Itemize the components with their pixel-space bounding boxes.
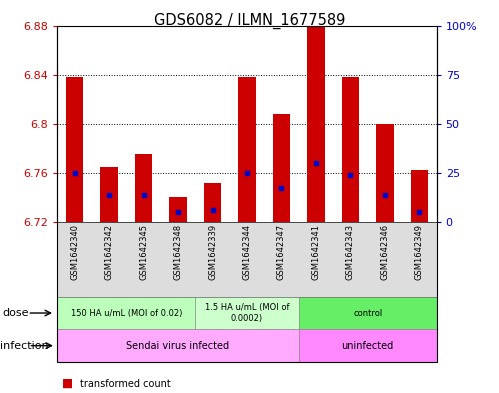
Bar bbox=[239, 77, 255, 222]
Text: GSM1642341: GSM1642341 bbox=[311, 224, 320, 280]
Bar bbox=[170, 198, 187, 222]
Text: GSM1642343: GSM1642343 bbox=[346, 224, 355, 280]
Text: Sendai virus infected: Sendai virus infected bbox=[126, 341, 230, 351]
Text: ■: ■ bbox=[62, 377, 73, 390]
Text: uninfected: uninfected bbox=[341, 341, 394, 351]
Text: dose: dose bbox=[2, 308, 29, 318]
Text: transformed count: transformed count bbox=[80, 378, 171, 389]
Bar bbox=[135, 154, 152, 222]
Text: GSM1642348: GSM1642348 bbox=[174, 224, 183, 280]
Bar bbox=[342, 77, 359, 222]
Text: GSM1642340: GSM1642340 bbox=[70, 224, 79, 280]
Text: 1.5 HA u/mL (MOI of
0.0002): 1.5 HA u/mL (MOI of 0.0002) bbox=[205, 303, 289, 323]
Text: control: control bbox=[353, 309, 382, 318]
Text: 150 HA u/mL (MOI of 0.02): 150 HA u/mL (MOI of 0.02) bbox=[71, 309, 182, 318]
Text: infection: infection bbox=[0, 341, 49, 351]
Bar bbox=[100, 167, 118, 222]
Bar bbox=[307, 23, 324, 222]
Bar bbox=[204, 183, 221, 222]
Bar bbox=[376, 124, 394, 222]
Bar bbox=[411, 171, 428, 222]
Text: GSM1642342: GSM1642342 bbox=[105, 224, 114, 280]
Text: GSM1642339: GSM1642339 bbox=[208, 224, 217, 280]
Text: GSM1642345: GSM1642345 bbox=[139, 224, 148, 280]
Text: GSM1642346: GSM1642346 bbox=[380, 224, 389, 280]
Text: GSM1642347: GSM1642347 bbox=[277, 224, 286, 280]
Text: GDS6082 / ILMN_1677589: GDS6082 / ILMN_1677589 bbox=[154, 13, 345, 29]
Bar bbox=[66, 77, 83, 222]
Text: GSM1642349: GSM1642349 bbox=[415, 224, 424, 280]
Text: GSM1642344: GSM1642344 bbox=[243, 224, 251, 280]
Bar bbox=[273, 114, 290, 222]
